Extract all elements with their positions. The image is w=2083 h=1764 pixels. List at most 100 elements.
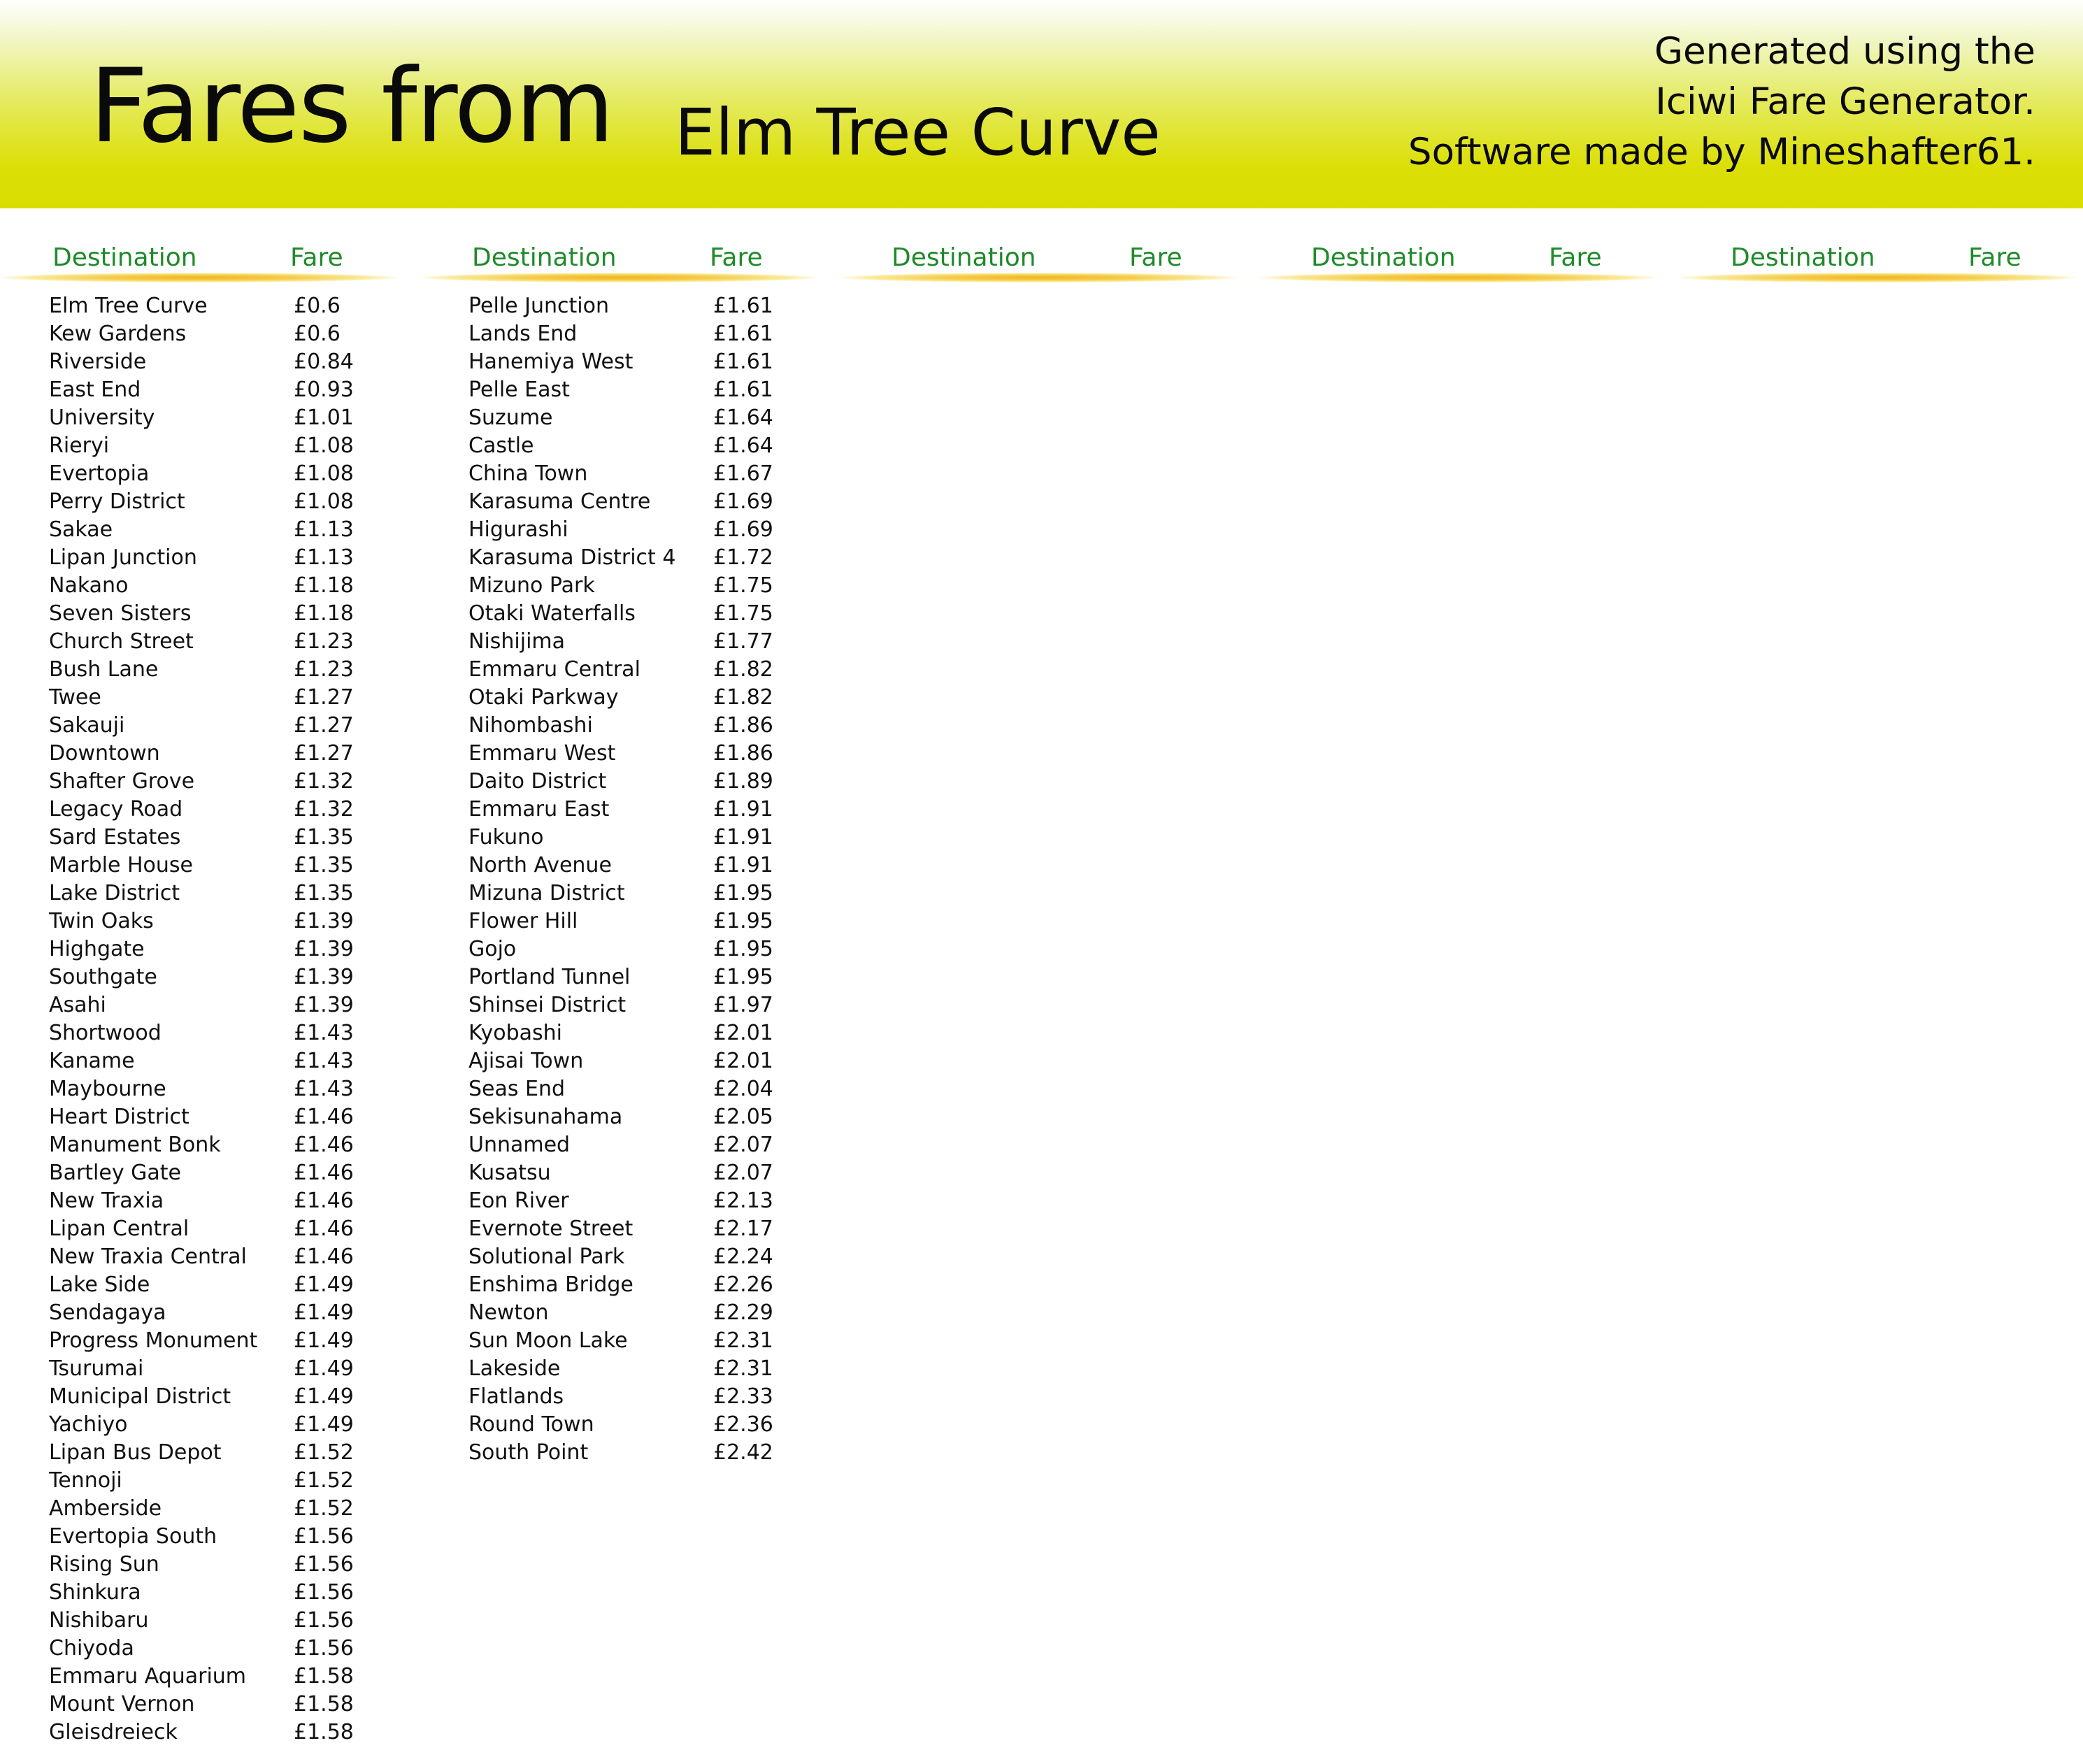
destination-name: Mizuno Park [468,573,595,598]
table-row: Lipan Central £1.46 [0,1215,399,1243]
table-row: Daito District £1.89 [420,768,818,796]
fare-value: £0.93 [294,378,354,402]
destination-header: Destination [1731,243,1875,272]
fare-value: £1.61 [713,378,773,402]
destination-name: Fukuno [468,825,544,849]
destination-name: Evernote Street [468,1217,634,1241]
fare-value: £2.05 [713,1105,773,1129]
destination-name: Asahi [49,993,106,1017]
table-row: Sendagaya £1.49 [0,1299,399,1327]
destination-name: Flower Hill [468,909,578,933]
fare-value: £2.31 [713,1328,773,1353]
header-divider [839,273,1238,282]
fare-value: £1.39 [294,993,354,1017]
fare-value: £1.91 [713,853,773,877]
table-row: Highgate £1.39 [0,935,399,963]
destination-name: Emmaru Aquarium [49,1664,247,1688]
fare-value: £1.95 [713,937,773,961]
fare-value: £1.86 [713,713,773,738]
table-row: Mizuno Park £1.75 [420,572,818,600]
destination-name: Gleisdreieck [49,1720,178,1744]
destination-name: North Avenue [468,853,612,877]
fare-value: £1.95 [713,965,773,989]
fare-value: £1.69 [713,489,773,514]
fare-column-5: Destination Fare [1678,238,2077,285]
fare-value: £2.29 [713,1300,773,1325]
destination-header: Destination [52,243,197,272]
table-row: Tennoji £1.52 [0,1467,399,1495]
destination-name: Round Town [468,1412,594,1437]
fare-value: £2.01 [713,1049,773,1073]
table-row: Gleisdreieck £1.58 [0,1719,399,1747]
credits: Generated using the Iciwi Fare Generator… [1408,27,2035,178]
fare-value: £1.49 [294,1272,354,1297]
table-row: Suzume £1.64 [420,404,818,432]
destination-name: Unnamed [468,1133,571,1157]
destination-name: Sakauji [49,713,125,738]
fare-value: £2.17 [713,1217,773,1241]
table-row: Flatlands £2.33 [420,1383,818,1411]
fare-value: £1.43 [294,1077,354,1101]
destination-name: Twin Oaks [49,909,154,933]
fare-value: £2.01 [713,1021,773,1045]
destination-name: Church Street [49,629,194,654]
table-row: Legacy Road £1.32 [0,796,399,824]
column-header: Destination Fare [0,238,399,285]
table-row: Emmaru Aquarium £1.58 [0,1663,399,1691]
table-row: Evernote Street £2.17 [420,1215,818,1243]
destination-name: New Traxia Central [49,1245,247,1269]
fare-value: £1.61 [713,350,773,374]
table-row: Downtown £1.27 [0,740,399,768]
fare-value: £1.23 [294,657,354,682]
fare-value: £1.46 [294,1245,354,1269]
destination-name: Bush Lane [49,657,159,682]
table-row: Hanemiya West £1.61 [420,348,818,376]
table-row: Maybourne £1.43 [0,1075,399,1103]
destination-name: Enshima Bridge [468,1272,634,1297]
table-row: Emmaru East £1.91 [420,796,818,824]
fare-value: £1.18 [294,601,354,626]
fare-header: Fare [1129,243,1182,272]
destination-name: China Town [468,461,588,486]
table-row: Lipan Junction £1.13 [0,544,399,572]
table-row: Asahi £1.39 [0,991,399,1019]
fare-value: £1.58 [294,1664,354,1688]
fare-value: £2.42 [713,1440,773,1465]
fare-value: £2.24 [713,1245,773,1269]
fare-value: £1.72 [713,545,773,570]
fare-value: £1.97 [713,993,773,1017]
fare-value: £0.84 [294,350,354,374]
destination-name: Evertopia [49,461,150,486]
fare-value: £1.49 [294,1356,354,1381]
fare-value: £1.61 [713,322,773,346]
fare-column-3: Destination Fare [839,238,1238,285]
fare-header: Fare [1968,243,2021,272]
fare-value: £1.18 [294,573,354,598]
credit-line-2: Iciwi Fare Generator. [1655,80,2035,123]
destination-name: Eon River [468,1189,569,1213]
destination-name: Emmaru West [468,741,616,766]
fare-value: £1.49 [294,1328,354,1353]
destination-name: Southgate [49,965,157,989]
table-row: Rieryi £1.08 [0,432,399,460]
table-row: Twee £1.27 [0,684,399,712]
fare-value: £1.08 [294,433,354,458]
destination-name: Nishijima [468,629,566,654]
destination-name: Emmaru East [468,797,610,822]
destination-name: Lipan Bus Depot [49,1440,222,1465]
fare-value: £1.13 [294,517,354,542]
destination-name: Chiyoda [49,1636,134,1661]
table-row: Pelle East £1.61 [420,376,818,404]
fare-list: Pelle Junction £1.61 Lands End £1.61 Hanemiy… [420,292,818,1467]
table-row: Flower Hill £1.95 [420,908,818,935]
table-row: Marble House £1.35 [0,852,399,880]
fare-value: £2.07 [713,1133,773,1157]
fare-value: £1.39 [294,937,354,961]
destination-name: Lakeside [468,1356,561,1381]
fare-value: £1.58 [294,1720,354,1744]
column-header: Destination Fare [1259,238,1657,285]
table-row: Shinsei District £1.97 [420,991,818,1019]
destination-name: Lands End [468,322,578,346]
header-banner: Fares from Elm Tree Curve Generated usin… [0,0,2083,208]
destination-name: Pelle Junction [468,294,609,318]
